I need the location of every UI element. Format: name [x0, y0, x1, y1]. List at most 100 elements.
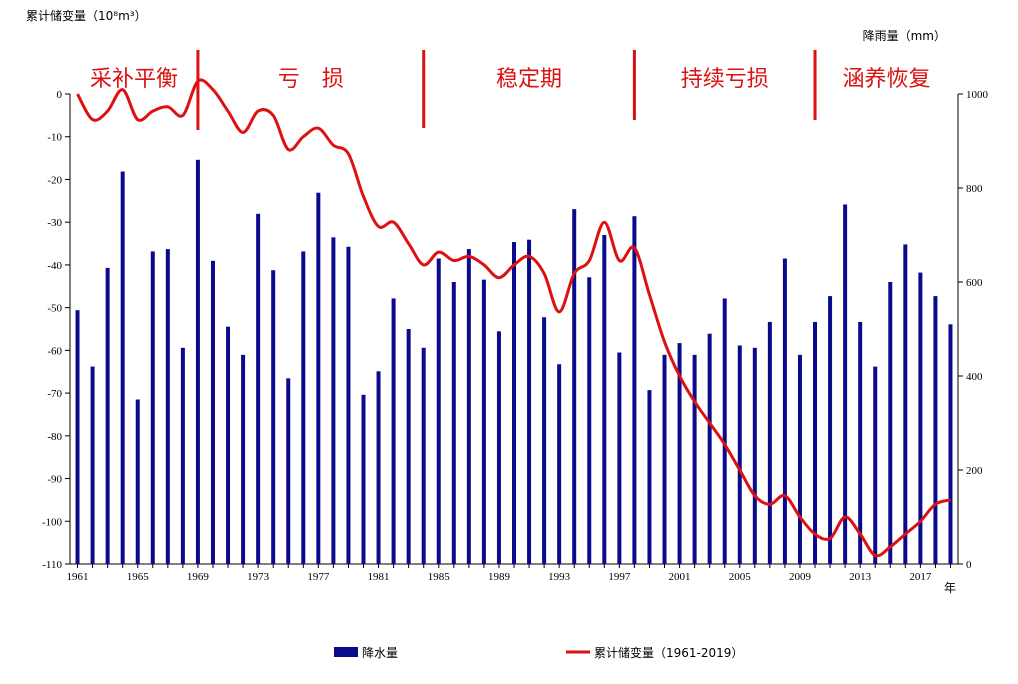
precip-bar: [527, 239, 532, 564]
precip-bar: [737, 345, 742, 564]
right-tick-label: 800: [966, 183, 983, 195]
precip-bar: [301, 251, 306, 564]
left-tick-label: -30: [47, 217, 62, 229]
precip-bar: [195, 159, 200, 565]
x-tick-label: 2005: [729, 571, 752, 583]
precip-bar: [722, 298, 727, 564]
precip-bar: [692, 354, 697, 564]
left-tick-label: -40: [47, 260, 62, 272]
precip-bar: [828, 296, 833, 564]
precip-bar: [406, 329, 411, 564]
precip-bar: [165, 249, 170, 564]
phase-label: 持续亏损: [681, 67, 769, 92]
precip-bar: [662, 354, 667, 564]
left-tick-label: -80: [47, 431, 62, 443]
legend-label-storage: 累计储变量（1961-2019）: [594, 645, 743, 660]
left-tick-label: -60: [47, 345, 62, 357]
precip-bar: [226, 326, 231, 564]
precip-bar: [451, 282, 456, 564]
x-tick-label: 2013: [849, 571, 872, 583]
legend-label-precip: 降水量: [362, 646, 398, 660]
storage-change-line: [76, 78, 951, 558]
right-tick-label: 0: [966, 559, 972, 571]
precip-bar: [316, 192, 321, 564]
precip-bar: [903, 244, 908, 564]
x-tick-label: 2009: [789, 571, 812, 583]
precip-bar: [767, 321, 772, 564]
phase-label: 采补平衡: [90, 67, 178, 92]
x-tick-label: 1981: [368, 571, 390, 583]
x-tick-label: 1961: [67, 571, 89, 583]
precip-bar: [797, 354, 802, 564]
precip-bar: [888, 282, 893, 564]
precip-bar: [557, 364, 562, 564]
precip-bar: [481, 279, 486, 564]
phase-label: 稳定期: [496, 67, 562, 92]
precip-bar: [587, 277, 592, 564]
x-tick-label: 1993: [548, 571, 571, 583]
precip-bar: [210, 260, 215, 564]
x-tick-label: 1985: [428, 571, 451, 583]
right-tick-label: 200: [966, 465, 983, 477]
x-tick-label: 1977: [307, 571, 330, 583]
precip-bar: [918, 272, 923, 564]
precip-bar: [782, 258, 787, 564]
precip-bar: [496, 331, 501, 564]
precip-bar: [933, 296, 938, 564]
precip-bar: [90, 366, 95, 564]
precip-bar: [256, 213, 261, 564]
precip-bar: [572, 209, 577, 564]
right-tick-label: 400: [966, 371, 983, 383]
right-tick-label: 1000: [966, 89, 989, 101]
precip-bar: [813, 321, 818, 564]
precip-bar: [843, 204, 848, 564]
right-axis-title: 降雨量（mm）: [863, 29, 946, 43]
precip-bar: [873, 366, 878, 564]
left-tick-label: -10: [47, 132, 62, 144]
left-tick-label: -20: [47, 174, 62, 186]
precip-bar: [331, 237, 336, 564]
precip-bar: [602, 235, 607, 564]
precip-bar: [361, 394, 366, 564]
precip-bar: [120, 171, 125, 565]
left-tick-label: -110: [42, 559, 62, 571]
precip-bar: [180, 347, 185, 564]
precip-bar: [241, 354, 246, 564]
x-unit-label: 年: [944, 581, 956, 595]
precip-bar: [376, 371, 381, 564]
x-tick-label: 1969: [187, 571, 210, 583]
x-tick-label: 2001: [669, 571, 691, 583]
x-tick-label: 2017: [909, 571, 932, 583]
precip-bar: [286, 378, 291, 564]
precip-bar: [271, 270, 276, 564]
precip-bar: [858, 321, 863, 564]
right-tick-label: 600: [966, 277, 983, 289]
left-tick-label: 0: [57, 89, 63, 101]
phase-label: 亏 损: [278, 67, 344, 92]
precip-bar: [421, 347, 426, 564]
precip-bar: [466, 249, 471, 564]
x-tick-label: 1989: [488, 571, 511, 583]
x-tick-label: 1997: [608, 571, 631, 583]
precip-bar: [105, 267, 110, 564]
precip-bar: [677, 343, 682, 564]
precip-bar: [542, 317, 547, 564]
precip-bar: [150, 251, 155, 564]
left-tick-label: -100: [42, 516, 63, 528]
phase-label: 涵养恢复: [843, 67, 931, 92]
precip-bar: [617, 352, 622, 564]
precip-bar: [391, 298, 396, 564]
legend-swatch-precip: [334, 647, 358, 657]
precip-bar: [135, 399, 140, 564]
x-tick-label: 1965: [127, 571, 150, 583]
precip-bar: [632, 216, 637, 564]
left-tick-label: -70: [47, 388, 62, 400]
precip-bar: [346, 246, 351, 564]
left-axis-title: 累计储变量（10⁸m³）: [26, 8, 147, 23]
precip-bar: [707, 333, 712, 564]
x-tick-label: 1973: [247, 571, 270, 583]
left-tick-label: -90: [47, 474, 62, 486]
precip-bar: [647, 390, 652, 564]
